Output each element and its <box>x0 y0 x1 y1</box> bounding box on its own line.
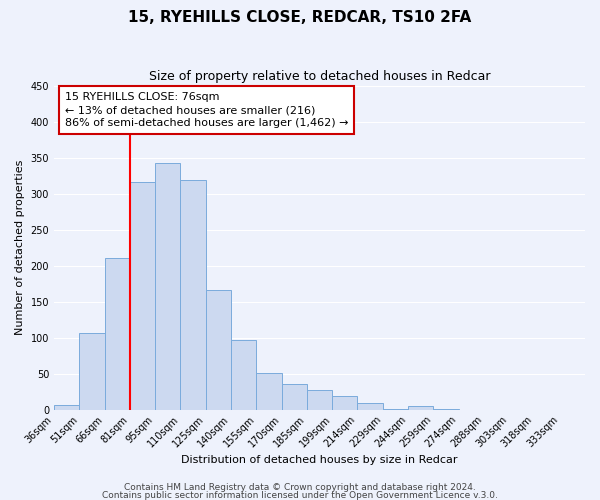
Bar <box>206 290 231 410</box>
Bar <box>79 334 104 409</box>
Bar <box>383 409 408 410</box>
Bar <box>231 340 256 409</box>
Title: Size of property relative to detached houses in Redcar: Size of property relative to detached ho… <box>149 70 490 83</box>
Text: 15 RYEHILLS CLOSE: 76sqm
← 13% of detached houses are smaller (216)
86% of semi-: 15 RYEHILLS CLOSE: 76sqm ← 13% of detach… <box>65 92 348 128</box>
Bar <box>181 180 206 410</box>
Bar <box>256 373 281 410</box>
Text: Contains HM Land Registry data © Crown copyright and database right 2024.: Contains HM Land Registry data © Crown c… <box>124 484 476 492</box>
Bar <box>130 182 155 410</box>
Text: Contains public sector information licensed under the Open Government Licence v.: Contains public sector information licen… <box>102 490 498 500</box>
Bar <box>307 390 332 409</box>
Text: 15, RYEHILLS CLOSE, REDCAR, TS10 2FA: 15, RYEHILLS CLOSE, REDCAR, TS10 2FA <box>128 10 472 25</box>
Bar <box>408 406 433 409</box>
Bar <box>332 396 358 409</box>
Bar <box>433 409 458 410</box>
X-axis label: Distribution of detached houses by size in Redcar: Distribution of detached houses by size … <box>181 455 458 465</box>
Bar <box>281 384 307 409</box>
Bar <box>358 403 383 409</box>
Bar <box>54 404 79 409</box>
Bar <box>155 164 181 410</box>
Bar <box>104 258 130 410</box>
Y-axis label: Number of detached properties: Number of detached properties <box>15 160 25 336</box>
